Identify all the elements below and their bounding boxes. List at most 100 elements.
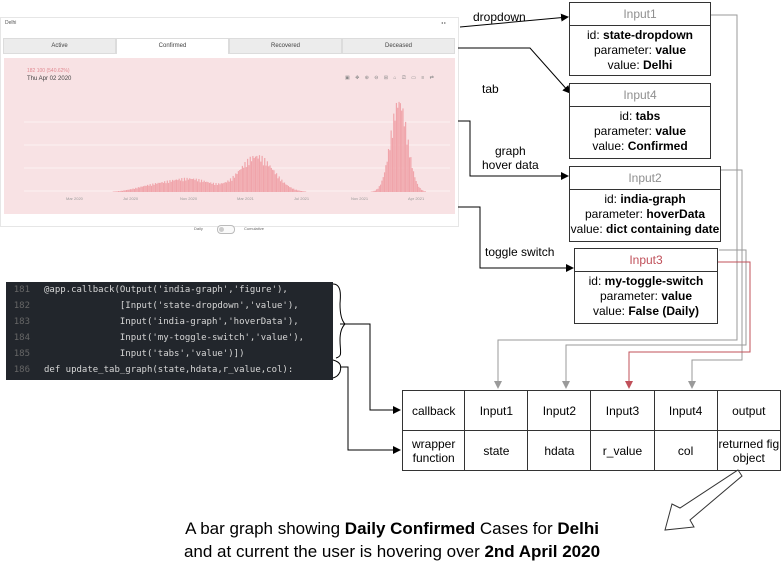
- bar: [127, 189, 129, 192]
- my-toggle-switch[interactable]: [217, 225, 235, 234]
- table-cell: r_value: [590, 430, 655, 471]
- bar: [282, 182, 284, 192]
- bar: [129, 189, 132, 192]
- code-line: 182 [Input('state-dropdown','value'),: [13, 301, 299, 311]
- bar: [203, 180, 205, 192]
- bar: [171, 179, 174, 192]
- bar: [120, 190, 122, 192]
- hollow-arrow-icon: [664, 469, 743, 531]
- bar: [407, 139, 409, 192]
- table-row: callback Input1 Input2 Input3 Input4 out…: [401, 390, 782, 431]
- bar: [178, 178, 180, 192]
- bar: [195, 178, 197, 192]
- bar: [216, 184, 218, 192]
- table-cell: wrapper function: [401, 430, 466, 471]
- bar: [252, 155, 254, 192]
- bar: [395, 102, 398, 192]
- plot-modebar[interactable]: ▣ ✥ ⊕ ⊖ ⊞ ⌂ ⎚ ▭ ≡ ⇄: [345, 75, 436, 81]
- bar: [399, 103, 401, 192]
- toggle-knob: [219, 227, 224, 232]
- bar-chart[interactable]: Mar 2020 Jul 2020 Nov 2020 Mar 2021 Jul 2021…: [4, 58, 455, 214]
- bar: [157, 182, 159, 192]
- input1-parameter: value: [655, 43, 687, 57]
- bar: [139, 187, 141, 192]
- bar: [158, 182, 161, 192]
- bar: [199, 182, 201, 192]
- bar: [412, 171, 415, 192]
- x-tick-label: Mar 2020: [66, 196, 84, 201]
- bar: [232, 175, 234, 192]
- bar: [118, 191, 120, 192]
- input4-route: [688, 169, 743, 389]
- x-tick-label: Nov 2020: [180, 196, 198, 201]
- bar: [418, 186, 420, 192]
- bar: [424, 191, 426, 192]
- bar: [279, 181, 282, 192]
- input3-title: Input3: [575, 249, 717, 272]
- mapping-table: callback Input1 Input2 Input3 Input4 out…: [401, 390, 782, 471]
- id-label: id:: [604, 192, 617, 206]
- bar: [143, 186, 145, 192]
- bar: [253, 158, 255, 192]
- code-line: 185 Input('tabs','value')]): [13, 349, 245, 359]
- bar: [154, 183, 157, 192]
- bar: [261, 155, 263, 192]
- input4-value: Confirmed: [627, 139, 688, 153]
- bar: [378, 186, 380, 192]
- bar: [121, 190, 124, 192]
- bar: [278, 176, 280, 192]
- bar: [146, 184, 149, 192]
- bar: [116, 191, 118, 192]
- bar: [381, 180, 383, 192]
- tab-recovered[interactable]: Recovered: [229, 38, 342, 54]
- tab-deceased[interactable]: Deceased: [342, 38, 455, 54]
- bar: [272, 169, 274, 192]
- parameter-label: parameter:: [584, 207, 643, 221]
- bar: [212, 182, 214, 192]
- bar: [162, 182, 164, 192]
- bar: [281, 179, 283, 192]
- bar: [295, 189, 297, 192]
- toggle-row: Daily Cumulative: [1, 223, 458, 237]
- bar: [128, 189, 130, 192]
- bar: [237, 171, 240, 192]
- bar: [299, 190, 301, 192]
- table-cell: col: [653, 430, 718, 471]
- bar: [297, 190, 299, 192]
- bar: [131, 189, 133, 192]
- bar: [204, 182, 207, 192]
- dropdown-caret-icon[interactable]: ◂ ▸: [441, 20, 447, 25]
- bar: [301, 190, 303, 192]
- bar: [250, 161, 253, 192]
- hover-value: 182 100 (540.62%): [27, 68, 70, 74]
- tab-confirmed[interactable]: Confirmed: [116, 38, 229, 54]
- tab-arrow: [458, 47, 571, 94]
- bar: [229, 178, 232, 192]
- x-tick-label: Nov 2021: [351, 196, 369, 201]
- bar: [406, 144, 408, 192]
- bar: [224, 182, 226, 192]
- bar: [220, 183, 222, 192]
- bar: [144, 185, 146, 192]
- label-toggle: toggle switch: [485, 245, 555, 259]
- bar: [394, 120, 396, 192]
- bar: [248, 165, 250, 192]
- bar: [197, 181, 199, 192]
- bar: [398, 101, 400, 192]
- code-line: 181 @app.callback(Output('india-graph','f…: [13, 285, 288, 295]
- bar: [382, 177, 384, 192]
- bar: [218, 183, 220, 192]
- bar: [408, 157, 411, 192]
- bar: [285, 184, 287, 192]
- x-tick-label: Jul 2021: [294, 196, 310, 201]
- bar: [415, 181, 417, 192]
- bar: [245, 167, 247, 192]
- bar: [222, 183, 224, 192]
- tab-active[interactable]: Active: [3, 38, 116, 54]
- bar: [166, 180, 168, 192]
- bar: [183, 177, 186, 192]
- bar: [233, 177, 236, 192]
- parameter-label: parameter:: [593, 43, 652, 57]
- bar: [256, 155, 258, 192]
